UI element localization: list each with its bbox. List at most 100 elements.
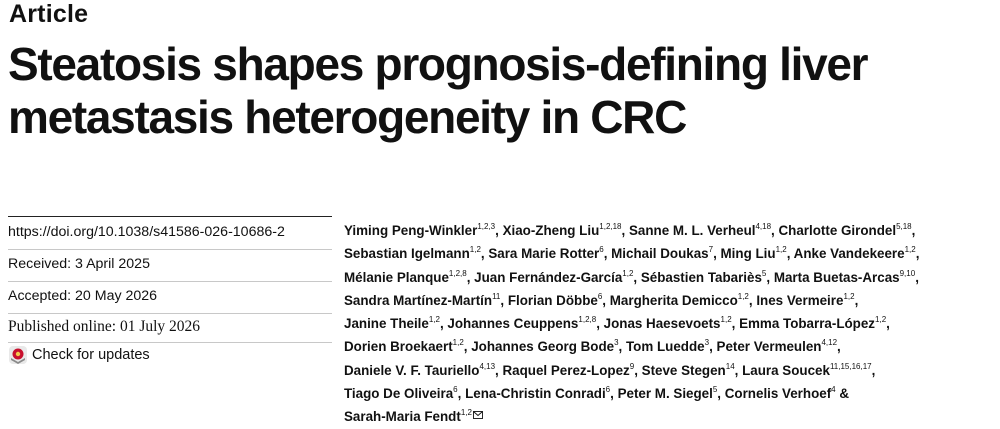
author-name[interactable]: Steve Stegen bbox=[641, 362, 726, 378]
author-name[interactable]: Anke Vandekeere bbox=[793, 246, 905, 262]
accepted-date: Accepted: 20 May 2026 bbox=[8, 288, 158, 304]
author-separator: , bbox=[466, 269, 475, 285]
author-name[interactable]: Margherita Demicco bbox=[609, 292, 738, 308]
author-line: Sebastian Igelmann1,2, Sara Marie Rotter… bbox=[344, 242, 994, 265]
article-title: Steatosis shapes prognosis-defining live… bbox=[8, 38, 993, 144]
author-separator: , bbox=[713, 246, 721, 262]
author-line: Dorien Broekaert1,2, Johannes Georg Bode… bbox=[344, 335, 994, 358]
author-separator: , bbox=[439, 316, 448, 332]
author-name[interactable]: Charlotte Girondel bbox=[778, 223, 897, 238]
author-affiliation: 7 bbox=[708, 245, 714, 255]
author-name[interactable]: Sanne M. L. Verheul bbox=[628, 223, 756, 238]
doi-link[interactable]: https://doi.org/10.1038/s41586-026-10686… bbox=[8, 224, 285, 240]
author-separator: , bbox=[731, 316, 740, 332]
author-separator: , bbox=[871, 362, 876, 378]
author-separator: , bbox=[766, 269, 774, 285]
author-name[interactable]: Sarah-Maria Fendt bbox=[344, 409, 461, 425]
email-icon[interactable] bbox=[473, 411, 483, 420]
author-line: Sandra Martínez-Martín11, Florian Döbbe6… bbox=[344, 289, 994, 312]
author-affiliation: 1,2 bbox=[843, 291, 855, 301]
author-affiliation: 1,2 bbox=[622, 268, 634, 278]
author-affiliation: 1,2 bbox=[469, 245, 481, 255]
author-name[interactable]: Ming Liu bbox=[720, 246, 776, 262]
metadata-divider bbox=[8, 342, 332, 343]
author-separator: , bbox=[709, 339, 717, 355]
author-separator: , bbox=[854, 292, 859, 308]
author-separator: , bbox=[717, 386, 725, 402]
check-for-updates-icon bbox=[9, 346, 27, 364]
author-separator: , bbox=[457, 386, 466, 402]
author-affiliation: 6 bbox=[597, 291, 603, 301]
check-for-updates-button[interactable]: Check for updates bbox=[8, 345, 150, 365]
author-name[interactable]: Laura Soucek bbox=[742, 362, 830, 378]
received-date: Received: 3 April 2025 bbox=[8, 256, 150, 272]
author-name[interactable]: Xiao-Zheng Liu bbox=[502, 223, 600, 238]
author-separator: , bbox=[915, 269, 919, 285]
author-separator: , bbox=[748, 292, 757, 308]
author-affiliation: 1,2 bbox=[452, 338, 464, 348]
metadata-divider bbox=[8, 249, 332, 250]
author-list: Yiming Peng-Winkler1,2,3, Xiao-Zheng Liu… bbox=[344, 219, 994, 429]
article-type-label: Article bbox=[9, 0, 89, 28]
author-affiliation: 9 bbox=[629, 361, 635, 371]
author-line: Daniele V. F. Tauriello4,13, Raquel Pere… bbox=[344, 359, 994, 382]
metadata-top-rule bbox=[8, 216, 332, 217]
author-name[interactable]: Tiago De Oliveira bbox=[344, 386, 454, 402]
author-affiliation: 1,2,3 bbox=[477, 222, 496, 231]
author-line: Tiago De Oliveira6, Lena-Christin Conrad… bbox=[344, 382, 994, 405]
author-separator: , bbox=[610, 386, 618, 402]
author-affiliation: 11,15,16,17 bbox=[829, 361, 872, 371]
author-separator: , bbox=[886, 316, 890, 332]
author-separator: & bbox=[835, 386, 853, 402]
author-affiliation: 5 bbox=[761, 268, 767, 278]
author-name[interactable]: Yiming Peng-Winkler bbox=[344, 223, 478, 238]
author-name[interactable]: Sebastian Igelmann bbox=[344, 246, 470, 262]
published-date: Published online: 01 July 2026 bbox=[8, 318, 201, 335]
author-separator: , bbox=[786, 246, 794, 262]
author-separator: , bbox=[633, 269, 641, 285]
author-name[interactable]: Johannes Georg Bode bbox=[471, 339, 615, 355]
author-name[interactable]: Juan Fernández-García bbox=[474, 269, 623, 285]
author-name[interactable]: Lena-Christin Conradi bbox=[465, 386, 606, 402]
author-name[interactable]: Florian Döbbe bbox=[507, 292, 598, 308]
author-separator: , bbox=[621, 223, 629, 238]
author-name[interactable]: Marta Buetas-Arcas bbox=[773, 269, 900, 285]
author-affiliation: 5 bbox=[712, 385, 718, 395]
author-name[interactable]: Johannes Ceuppens bbox=[447, 316, 579, 332]
author-name[interactable]: Michail Doukas bbox=[611, 246, 709, 262]
article-title-line-1: Steatosis shapes prognosis-defining live… bbox=[8, 38, 869, 90]
author-affiliation: 3 bbox=[704, 338, 710, 348]
author-affiliation: 1,2 bbox=[737, 291, 749, 301]
author-separator: , bbox=[500, 292, 508, 308]
author-name[interactable]: Emma Tobarra-López bbox=[739, 316, 876, 332]
author-affiliation: 1,2 bbox=[904, 245, 916, 255]
metadata-divider bbox=[8, 281, 332, 282]
author-name[interactable]: Peter Vermeulen bbox=[716, 339, 822, 355]
author-line: Janine Theile1,2, Johannes Ceuppens1,2,8… bbox=[344, 312, 994, 335]
author-name[interactable]: Sébastien Tabariès bbox=[640, 269, 762, 285]
author-separator: , bbox=[915, 246, 920, 262]
author-name[interactable]: Dorien Broekaert bbox=[344, 339, 453, 355]
author-name[interactable]: Janine Theile bbox=[344, 316, 429, 332]
author-separator: , bbox=[837, 339, 841, 355]
author-affiliation: 1,2,8 bbox=[448, 268, 467, 278]
author-name[interactable]: Sandra Martínez-Martín bbox=[344, 292, 493, 308]
author-affiliation: 5,18 bbox=[896, 222, 912, 231]
author-name[interactable]: Peter M. Siegel bbox=[617, 386, 713, 402]
author-name[interactable]: Ines Vermeire bbox=[756, 292, 844, 308]
author-name[interactable]: Mélanie Planque bbox=[344, 269, 449, 285]
author-affiliation: 11 bbox=[492, 291, 501, 301]
check-for-updates-label: Check for updates bbox=[32, 347, 150, 363]
author-name[interactable]: Jonas Haesevoets bbox=[603, 316, 721, 332]
author-name[interactable]: Daniele V. F. Tauriello bbox=[344, 362, 480, 378]
author-affiliation: 6 bbox=[599, 245, 604, 255]
author-name[interactable]: Tom Luedde bbox=[626, 339, 705, 355]
author-affiliation: 9,10 bbox=[899, 268, 916, 278]
author-affiliation: 3 bbox=[614, 338, 619, 348]
author-separator: , bbox=[596, 316, 604, 332]
author-name[interactable]: Raquel Perez-Lopez bbox=[502, 362, 630, 378]
author-name[interactable]: Cornelis Verhoef bbox=[724, 386, 832, 402]
author-name[interactable]: Sara Marie Rotter bbox=[488, 246, 600, 262]
article-title-line-2: metastasis heterogeneity in CRC bbox=[8, 91, 687, 143]
author-affiliation: 4,13 bbox=[479, 361, 496, 371]
